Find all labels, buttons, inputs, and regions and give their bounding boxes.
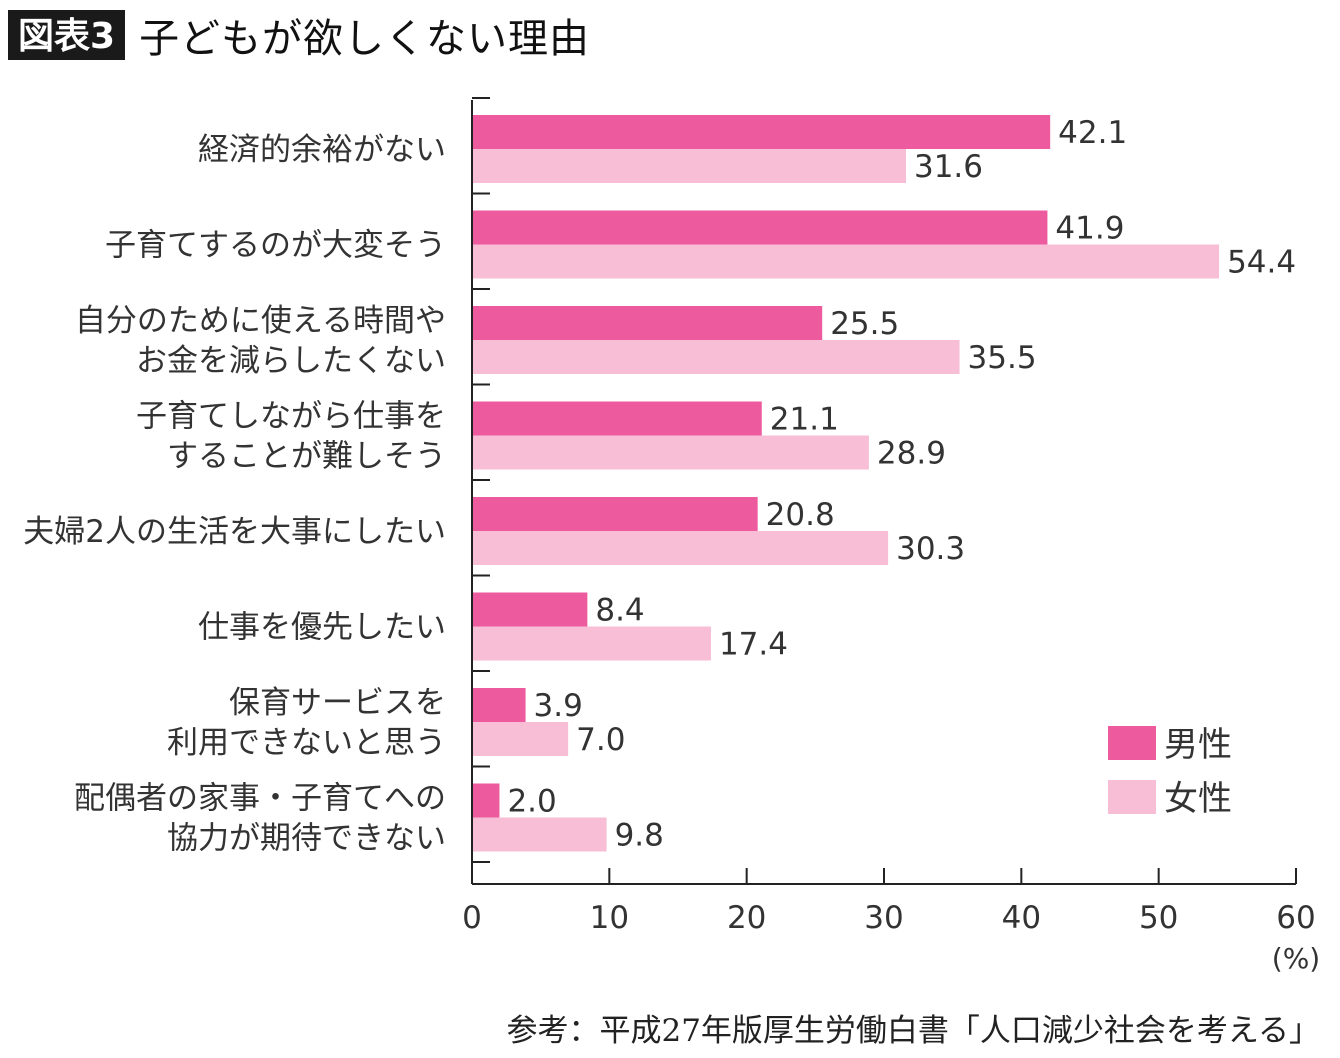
bar-female-2 xyxy=(472,340,960,374)
x-unit-label: (%) xyxy=(1272,942,1320,975)
bar-female-4 xyxy=(472,531,889,565)
bar-female-6 xyxy=(472,722,569,756)
category-label-5: 仕事を優先したい xyxy=(198,610,446,646)
value-label-female-4: 30.3 xyxy=(896,531,965,567)
bar-male-4 xyxy=(472,497,758,531)
category-label-2-1: お金を減らしたくない xyxy=(136,343,446,379)
bar-female-1 xyxy=(472,244,1220,279)
bar-female-0 xyxy=(472,149,906,183)
category-label-2-0: 自分のために使える時間や xyxy=(75,303,446,339)
category-label-4: 夫婦2人の生活を大事にしたい xyxy=(23,514,446,550)
value-label-female-1: 54.4 xyxy=(1227,245,1296,281)
legend-label-female: 女性 xyxy=(1164,779,1232,819)
x-tick-label-0: 0 xyxy=(462,900,482,936)
value-label-female-7: 9.8 xyxy=(615,818,664,854)
bar-male-0 xyxy=(472,115,1051,149)
x-tick-label-2: 20 xyxy=(727,900,766,936)
value-label-male-1: 41.9 xyxy=(1055,211,1124,247)
legend-label-male: 男性 xyxy=(1164,725,1232,765)
bar-male-6 xyxy=(472,688,526,722)
value-label-female-5: 17.4 xyxy=(719,627,788,663)
bar-male-1 xyxy=(472,210,1048,245)
category-label-3-1: することが難しそう xyxy=(167,439,446,475)
value-label-male-6: 3.9 xyxy=(534,688,583,724)
category-label-6-1: 利用できないと思う xyxy=(167,725,446,761)
x-tick-label-6: 60 xyxy=(1276,900,1315,936)
value-label-female-2: 35.5 xyxy=(968,340,1037,376)
figure-badge: 図表3 xyxy=(8,10,126,60)
chart-title: 子どもが欲しくない理由 xyxy=(139,16,591,62)
value-label-male-2: 25.5 xyxy=(830,306,899,342)
category-label-7-0: 配偶者の家事・子育てへの xyxy=(74,781,446,817)
value-label-male-5: 8.4 xyxy=(595,593,644,629)
category-label-3-0: 子育てしながら仕事を xyxy=(136,399,446,435)
bar-female-5 xyxy=(472,626,711,661)
category-label-6-0: 保育サービスを xyxy=(229,685,446,721)
x-tick-label-3: 30 xyxy=(864,900,903,936)
x-tick-label-4: 40 xyxy=(1002,900,1041,936)
bar-female-7 xyxy=(472,817,607,852)
value-label-male-7: 2.0 xyxy=(507,784,556,820)
legend-swatch-female xyxy=(1108,780,1156,814)
value-label-female-6: 7.0 xyxy=(576,722,625,758)
bar-male-2 xyxy=(472,306,823,340)
value-label-male-4: 20.8 xyxy=(766,497,835,533)
bar-female-3 xyxy=(472,435,869,470)
bar-male-3 xyxy=(472,401,762,436)
source-note: 参考：平成27年版厚生労働白書「人口減少社会を考える」 xyxy=(506,1013,1320,1049)
x-tick-label-5: 50 xyxy=(1139,900,1178,936)
legend-swatch-male xyxy=(1108,726,1156,760)
value-label-male-3: 21.1 xyxy=(770,402,839,438)
value-label-female-0: 31.6 xyxy=(914,149,983,185)
x-tick-label-1: 10 xyxy=(590,900,629,936)
category-label-1: 子育てするのが大変そう xyxy=(105,228,446,264)
category-label-0: 経済的余裕がない xyxy=(198,132,446,168)
value-label-male-0: 42.1 xyxy=(1058,115,1127,151)
bar-male-7 xyxy=(472,783,500,818)
chart-header: 図表3 子どもが欲しくない理由 xyxy=(8,6,590,64)
value-label-female-3: 28.9 xyxy=(877,436,946,472)
bar-male-5 xyxy=(472,592,588,627)
category-label-7-1: 協力が期待できない xyxy=(167,821,446,857)
